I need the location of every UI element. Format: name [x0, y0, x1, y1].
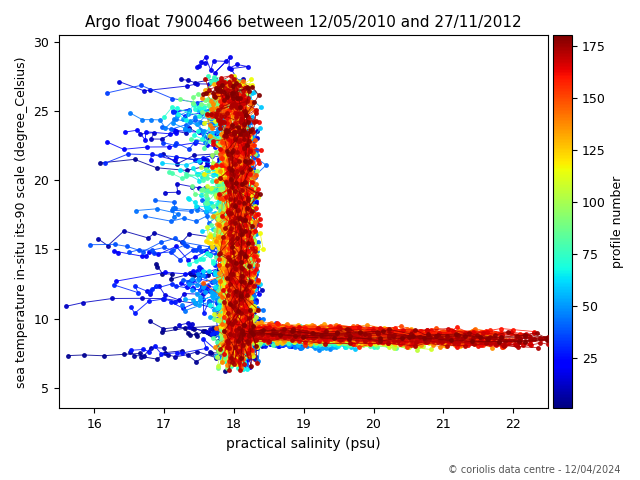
Y-axis label: sea temperature in-situ its-90 scale (degree_Celsius): sea temperature in-situ its-90 scale (de…	[15, 56, 28, 387]
Y-axis label: profile number: profile number	[611, 176, 624, 268]
X-axis label: practical salinity (psu): practical salinity (psu)	[227, 437, 381, 451]
Text: © coriolis data centre - 12/04/2024: © coriolis data centre - 12/04/2024	[448, 465, 621, 475]
Title: Argo float 7900466 between 12/05/2010 and 27/11/2012: Argo float 7900466 between 12/05/2010 an…	[85, 15, 522, 30]
